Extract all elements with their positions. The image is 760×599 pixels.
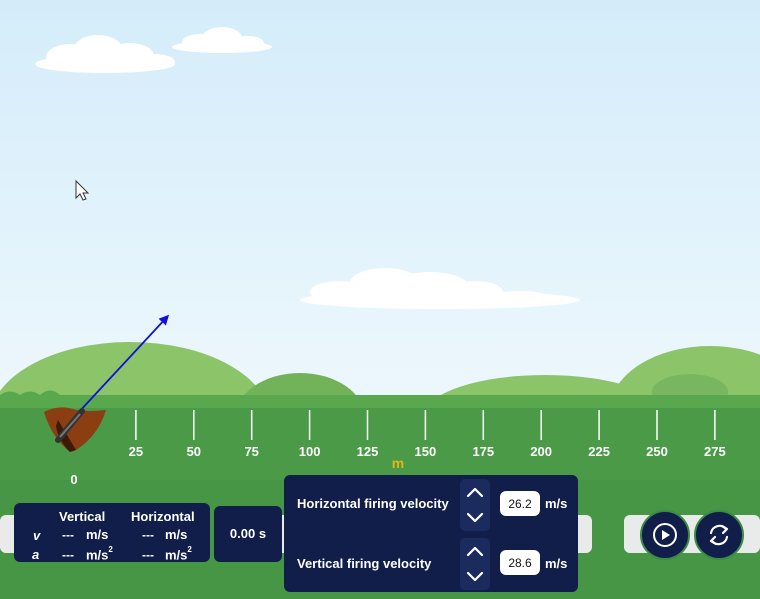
horizontal-header: Horizontal	[131, 509, 195, 524]
acceleration-row-label: a	[32, 547, 40, 562]
ruler-unit-label: m	[391, 455, 405, 471]
cannon-base-shade	[56, 420, 76, 452]
vertical-velocity-value: ---	[62, 528, 74, 542]
chevron-down-icon	[466, 571, 484, 582]
chevron-up-icon	[466, 487, 484, 498]
ruler-tick-label: 50	[186, 444, 202, 459]
reset-button[interactable]	[694, 510, 744, 560]
ruler-tick-label: 225	[588, 444, 610, 459]
horizontal-velocity-label: Horizontal firing velocity	[297, 496, 449, 511]
cloud	[35, 35, 175, 73]
vertical-velocity-label: Vertical firing velocity	[297, 556, 432, 571]
horizontal-velocity-increase-button[interactable]	[460, 479, 490, 505]
horizontal-velocity-unit: m/s	[165, 527, 188, 542]
vertical-velocity-increase-button[interactable]	[460, 538, 490, 564]
cloud	[300, 268, 580, 309]
vertical-velocity-unit-label: m/s	[545, 556, 568, 571]
cloud	[172, 27, 272, 53]
horizontal-acceleration-unit: m/s2	[165, 545, 192, 563]
horizontal-velocity-value: ---	[142, 528, 154, 542]
ruler-tick-label: 275	[704, 444, 726, 459]
velocity-row-label: v	[33, 528, 41, 543]
vertical-velocity-stepper[interactable]	[460, 538, 490, 590]
accel-unit-text: m/s	[165, 547, 188, 563]
vertical-velocity-decrease-button[interactable]	[460, 564, 490, 590]
ruler-tick-label: 200	[530, 444, 553, 459]
accel-unit-exponent: 2	[187, 545, 192, 554]
ruler-tick-label: 100	[298, 444, 321, 459]
chevron-down-icon	[466, 512, 484, 523]
horizontal-velocity-unit-label: m/s	[545, 496, 568, 511]
cursor-icon	[75, 179, 90, 201]
vertical-velocity-unit: m/s	[86, 527, 109, 542]
vertical-acceleration-value: ---	[62, 548, 74, 562]
horizontal-velocity-decrease-button[interactable]	[460, 505, 490, 531]
timer-panel: 0.00 s	[214, 506, 282, 562]
play-button[interactable]	[640, 510, 690, 560]
horizontal-velocity-input[interactable]: 26.2	[500, 491, 540, 516]
ruler-ticks	[135, 410, 716, 440]
ruler-zero-label: 0	[70, 472, 78, 487]
ruler-tick-label: 250	[646, 444, 668, 459]
play-icon	[653, 523, 677, 547]
motion-readout-panel: Vertical Horizontal v a --- m/s --- m/s …	[14, 503, 210, 562]
ruler-tick-label: 125	[356, 444, 379, 459]
vertical-velocity-input[interactable]: 28.6	[500, 550, 540, 575]
ruler-tick-label: 25	[128, 444, 144, 459]
vertical-header: Vertical	[59, 509, 106, 524]
horizontal-acceleration-value: ---	[142, 548, 154, 562]
ruler-tick-label: 75	[244, 444, 259, 459]
reset-icon	[709, 524, 729, 546]
timer-value: 0.00 s	[229, 526, 267, 541]
ruler-tick-label: 150	[414, 444, 437, 459]
chevron-up-icon	[466, 546, 484, 557]
firing-controls-panel: Horizontal firing velocity 26.2 m/s Vert…	[284, 475, 578, 592]
horizontal-velocity-stepper[interactable]	[460, 479, 490, 531]
ruler-tick-label: 175	[472, 444, 495, 459]
accel-unit-exponent: 2	[108, 545, 113, 554]
vertical-acceleration-unit: m/s2	[86, 545, 113, 563]
aim-vector-arrow[interactable]	[77, 314, 170, 414]
cannon-launcher[interactable]	[44, 407, 106, 452]
accel-unit-text: m/s	[86, 547, 109, 563]
